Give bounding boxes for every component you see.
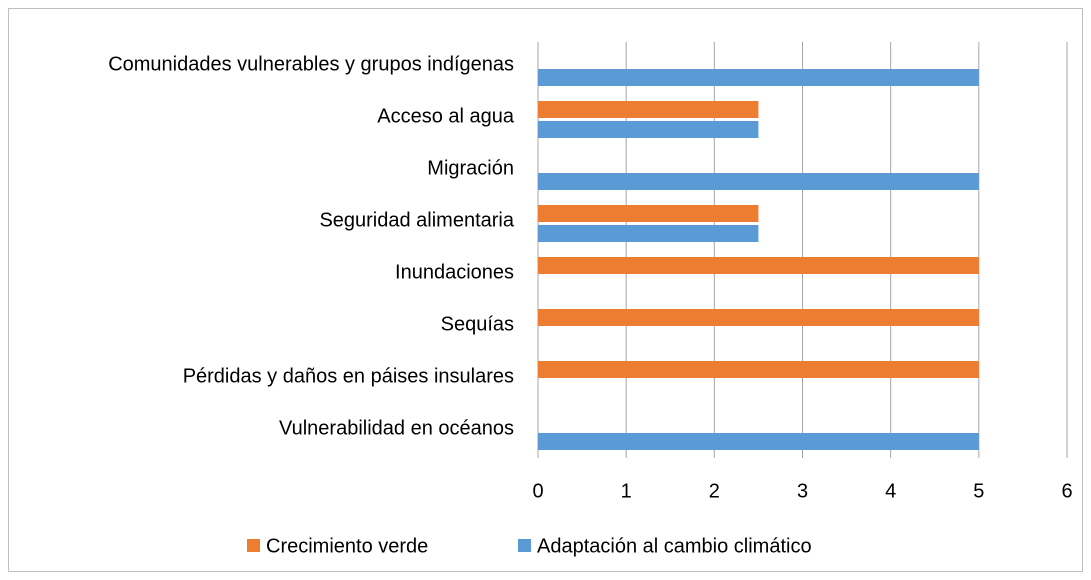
x-tick-label: 2 [709,480,720,502]
bar [538,69,979,86]
bar [538,101,759,118]
legend-label: Adaptación al cambio climático [537,535,812,557]
x-tick-label: 0 [532,480,543,502]
x-tick-label: 1 [621,480,632,502]
legend-swatch [247,539,260,552]
bar [538,173,979,190]
bar [538,433,979,450]
bar [538,257,979,274]
bar [538,205,759,222]
x-tick-label: 3 [797,480,808,502]
bar [538,225,759,242]
y-tick-label: Migración [427,157,514,179]
y-tick-label: Comunidades vulnerables y grupos indígen… [108,53,514,75]
x-tick-label: 6 [1061,480,1072,502]
legend-swatch [518,539,531,552]
x-tick-label: 4 [885,480,896,502]
chart-border [8,8,1083,572]
y-tick-label: Seguridad alimentaria [319,209,514,231]
x-tick-label: 5 [973,480,984,502]
y-tick-label: Acceso al agua [377,105,515,127]
bar [538,309,979,326]
y-tick-label: Sequías [441,313,514,335]
bar [538,361,979,378]
y-tick-label: Inundaciones [395,261,514,283]
legend-label: Crecimiento verde [266,535,428,557]
y-tick-label: Vulnerabilidad en océanos [279,417,514,439]
y-tick-label: Pérdidas y daños en páises insulares [183,365,514,387]
bar [538,121,759,138]
